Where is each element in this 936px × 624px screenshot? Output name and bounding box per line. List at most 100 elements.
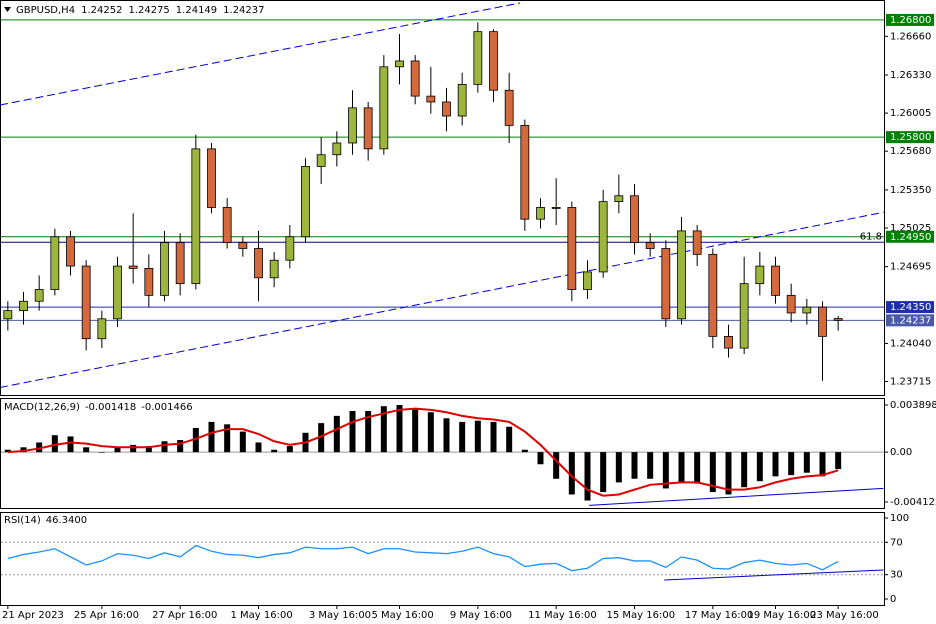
macd-bar xyxy=(161,441,168,453)
macd-bar xyxy=(662,452,669,489)
candle-body xyxy=(520,125,530,220)
candle-body xyxy=(191,148,201,285)
y-tick-label: 1.26330 xyxy=(890,70,931,81)
candle-body xyxy=(786,294,796,314)
x-tick-label: 27 Apr 16:00 xyxy=(152,610,217,621)
candle-body xyxy=(551,207,561,209)
candle-body xyxy=(645,242,655,249)
rsi-title: RSI(14) xyxy=(4,515,41,526)
macd-bar xyxy=(380,406,387,453)
candle-body xyxy=(802,306,812,314)
candle-body xyxy=(19,300,28,312)
candle-body xyxy=(739,283,749,349)
level-label-box xyxy=(886,301,934,314)
level-name: 61.8 xyxy=(860,231,882,242)
candle-body xyxy=(238,242,248,249)
candle-body xyxy=(583,271,592,290)
candle-body xyxy=(66,236,75,267)
macd-bar xyxy=(584,452,591,501)
macd-bar xyxy=(224,424,231,453)
candle-body xyxy=(379,66,389,150)
high: 1.24275 xyxy=(128,5,169,16)
macd-bar xyxy=(286,446,293,453)
y-tick-label: 30 xyxy=(890,570,903,581)
candle-body xyxy=(50,236,60,290)
y-tick-label: 100 xyxy=(890,513,909,524)
rsi-panel xyxy=(0,512,885,606)
candle-body xyxy=(301,166,310,238)
candle-body xyxy=(97,318,107,340)
macd-bar xyxy=(647,452,654,479)
macd-bar xyxy=(51,435,58,453)
menu-arrow xyxy=(4,7,11,12)
trend-line xyxy=(664,569,884,581)
level-label-box xyxy=(886,314,934,327)
macd-bar xyxy=(741,452,748,488)
candle-body xyxy=(160,242,169,296)
macd-bar xyxy=(443,418,450,453)
macd-bar xyxy=(678,452,685,483)
candle-body xyxy=(410,60,420,97)
candle-body xyxy=(833,318,843,321)
macd-bar xyxy=(396,404,403,453)
candle-body xyxy=(724,335,733,349)
macd-bar xyxy=(490,421,497,453)
signal-value: -0.001466 xyxy=(141,402,192,413)
candle-body xyxy=(81,265,91,340)
macd-bar xyxy=(318,423,325,453)
x-tick-label: 19 May 16:00 xyxy=(748,610,817,621)
macd-bar xyxy=(255,442,262,453)
macd-bar xyxy=(412,408,419,453)
y-tick-label: 1.23715 xyxy=(890,377,931,388)
candle-body xyxy=(363,107,373,150)
macd-bar xyxy=(631,452,638,479)
candle-body xyxy=(332,142,342,156)
macd-bar xyxy=(208,421,215,453)
level-label: 1.25800 xyxy=(890,132,931,143)
x-tick-label: 25 Apr 16:00 xyxy=(74,610,139,621)
y-tick-label: 1.24040 xyxy=(890,338,931,349)
open: 1.24252 xyxy=(81,5,122,16)
macd-bar xyxy=(114,447,121,453)
macd-bar xyxy=(819,452,826,477)
candle-body xyxy=(207,148,216,208)
macd-bar xyxy=(98,452,105,453)
x-tick-label: 23 May 16:00 xyxy=(810,610,879,621)
macd-bar xyxy=(553,452,560,479)
macd-panel xyxy=(0,398,885,509)
y-tick-label: 1.25680 xyxy=(890,146,931,157)
rsi-line xyxy=(7,544,839,572)
y-tick-label: 0.003898 xyxy=(890,400,936,411)
y-tick-label: 1.24695 xyxy=(890,262,931,273)
candle-body xyxy=(34,289,44,302)
candle-body xyxy=(661,248,671,320)
macd-bar xyxy=(459,421,466,453)
x-tick-label: 15 May 16:00 xyxy=(607,610,676,621)
candle-body xyxy=(536,207,545,220)
macd-bar xyxy=(506,426,513,453)
x-tick-label: 3 May 16:00 xyxy=(309,610,371,621)
candle-body xyxy=(677,230,686,320)
macd-bar xyxy=(427,412,434,453)
macd-bar xyxy=(615,452,622,483)
price-panel xyxy=(0,0,885,396)
candle-body xyxy=(473,31,483,85)
x-tick-label: 17 May 16:00 xyxy=(685,610,754,621)
candle-body xyxy=(567,207,577,290)
rsi-header: RSI(14) 46.3400 xyxy=(4,515,87,526)
candle-body xyxy=(426,95,436,103)
y-tick-label: 1.25025 xyxy=(890,223,931,234)
trend-line xyxy=(589,487,884,506)
macd-bar xyxy=(568,452,575,495)
macd-bar xyxy=(20,447,27,453)
candle-body xyxy=(254,248,263,279)
candle-body xyxy=(598,201,608,273)
macd-bar xyxy=(756,452,763,482)
macd-bar xyxy=(709,452,716,493)
candle-body xyxy=(504,89,514,126)
macd-bar xyxy=(349,411,356,453)
macd-value: -0.001418 xyxy=(85,402,136,413)
macd-bar xyxy=(4,449,11,453)
